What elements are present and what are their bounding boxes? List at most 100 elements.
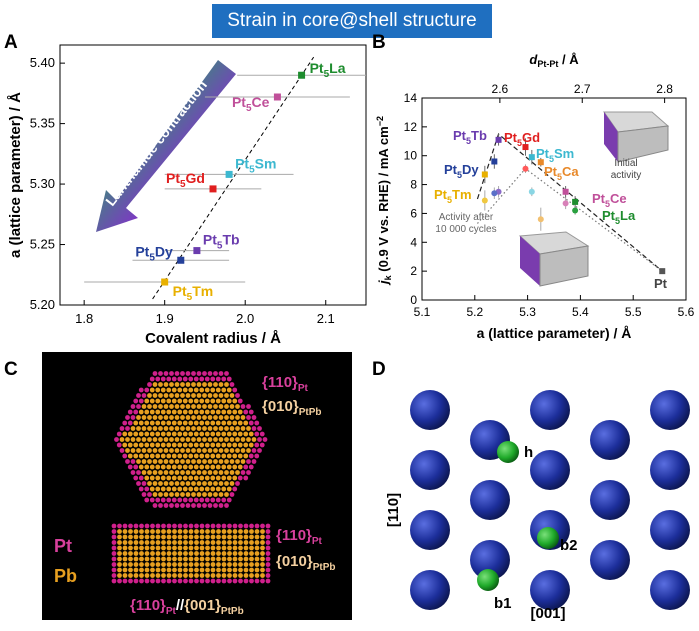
atom (150, 529, 155, 534)
atom (221, 556, 227, 562)
atom (111, 567, 117, 573)
atom (158, 437, 163, 442)
atom (191, 404, 196, 409)
atom (147, 459, 152, 464)
atom (155, 409, 161, 415)
atom (149, 398, 155, 404)
atom (260, 523, 265, 529)
atom (188, 376, 194, 382)
atom (205, 551, 210, 556)
atom (160, 442, 166, 448)
atom (243, 540, 249, 545)
atom (188, 523, 194, 529)
atom (138, 409, 144, 415)
atom (251, 437, 257, 442)
atom (194, 540, 199, 545)
atom (180, 371, 185, 376)
atom (172, 540, 177, 545)
atom (199, 420, 205, 426)
x-tick-label: 5.4 (572, 305, 589, 319)
atom (240, 437, 246, 442)
atom (141, 437, 147, 442)
atom (265, 578, 271, 584)
atom (232, 551, 238, 556)
atom (216, 573, 221, 578)
atom (249, 529, 254, 534)
atom (202, 415, 207, 420)
atom (249, 573, 254, 578)
atom (150, 523, 155, 529)
atom (155, 497, 161, 503)
atom (158, 393, 163, 398)
atom (240, 426, 246, 431)
atom (177, 442, 183, 448)
atom (213, 470, 218, 475)
atom (119, 448, 125, 453)
atom (232, 409, 238, 415)
atom (138, 442, 144, 448)
atom (232, 562, 238, 567)
atom (226, 475, 232, 481)
atom (139, 578, 144, 584)
panel-label-c: C (4, 359, 18, 380)
atom (194, 551, 199, 556)
atom (150, 573, 155, 578)
y-tick-label: 5.40 (30, 55, 55, 70)
atom (160, 409, 166, 415)
atom (227, 578, 232, 584)
atom (194, 523, 199, 529)
atom (193, 486, 199, 492)
atom (191, 503, 196, 508)
atom (152, 415, 158, 420)
atom (171, 486, 177, 492)
atom (188, 562, 194, 567)
initial-point-pt5tm (481, 171, 488, 178)
atom (172, 534, 177, 540)
atom (235, 415, 240, 420)
initial-point-pt5ca (537, 159, 544, 166)
atom (155, 398, 161, 404)
atom (163, 371, 169, 376)
atom (133, 464, 139, 470)
atom (161, 540, 166, 545)
atom (177, 578, 183, 584)
atom (215, 376, 221, 382)
atom (221, 398, 227, 404)
atom (122, 523, 128, 529)
atom (111, 551, 117, 556)
axis-label-001: [001] (530, 605, 565, 622)
atom (169, 426, 174, 431)
atom (235, 481, 240, 486)
initial-point-pt5sm (528, 154, 535, 161)
atom (226, 409, 232, 415)
atom (155, 453, 161, 459)
data-point-pt5tm (161, 278, 169, 286)
atom (172, 556, 177, 562)
y-tick-label: 2 (410, 264, 417, 278)
atom (185, 492, 191, 497)
atom (127, 442, 133, 448)
atom (161, 545, 166, 551)
atom (237, 464, 243, 470)
atom (254, 431, 260, 437)
atom (251, 415, 257, 420)
atom (210, 475, 216, 481)
atom (199, 409, 205, 415)
atom (177, 497, 183, 503)
legend-pt: Pt (54, 536, 72, 556)
atom (177, 398, 183, 404)
atom (205, 562, 210, 567)
atom (188, 551, 194, 556)
atom (158, 382, 163, 387)
x-tick-label: 1.8 (75, 311, 93, 326)
atom (174, 470, 180, 475)
atom (144, 420, 150, 426)
atom (243, 475, 249, 481)
atom (169, 470, 174, 475)
atom (199, 431, 205, 437)
atom (210, 562, 216, 567)
atom (136, 426, 141, 431)
atom (122, 431, 128, 437)
atom (235, 459, 240, 464)
atom (177, 562, 183, 567)
